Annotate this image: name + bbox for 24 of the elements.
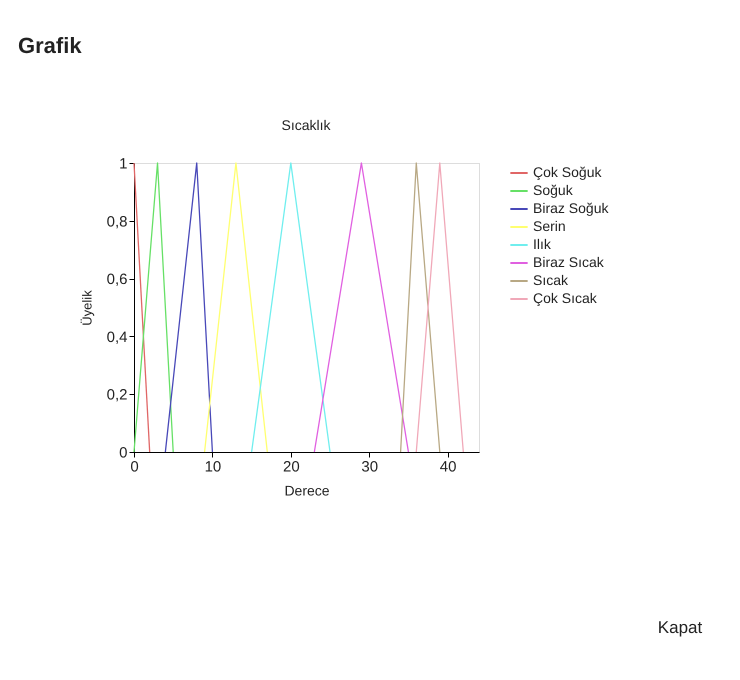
x-tick-label: 10 xyxy=(204,458,222,476)
chart-title: Sıcaklık xyxy=(281,117,332,133)
x-axis-title: Derece xyxy=(284,482,330,498)
y-tick-label: 0,2 xyxy=(106,386,128,404)
x-tick-label: 40 xyxy=(440,458,456,476)
legend-label: Sıcak xyxy=(533,272,570,288)
y-tick-label: 1 xyxy=(119,156,128,172)
legend-label: Soğuk xyxy=(533,182,574,198)
y-tick-label: 0,4 xyxy=(106,328,128,346)
y-tick-label: 0,8 xyxy=(106,213,128,230)
legend-label: Serin xyxy=(533,218,566,234)
x-tick-label: 0 xyxy=(130,458,139,476)
text: Kapat xyxy=(658,618,702,637)
legend-label: Biraz Sıcak xyxy=(533,254,605,270)
legend-label: Ilık xyxy=(533,236,552,252)
y-axis-title: Üyelik xyxy=(80,290,95,326)
legend-label: Biraz Soğuk xyxy=(533,200,610,216)
legend-label: Çok Sıcak xyxy=(533,290,598,306)
x-tick-label: 20 xyxy=(282,458,300,476)
y-tick-label: 0 xyxy=(119,444,128,462)
x-tick-label: 30 xyxy=(361,458,378,476)
y-tick-label: 0,6 xyxy=(106,271,128,288)
legend-label: Çok Soğuk xyxy=(533,164,602,180)
text: Grafik xyxy=(18,33,82,58)
